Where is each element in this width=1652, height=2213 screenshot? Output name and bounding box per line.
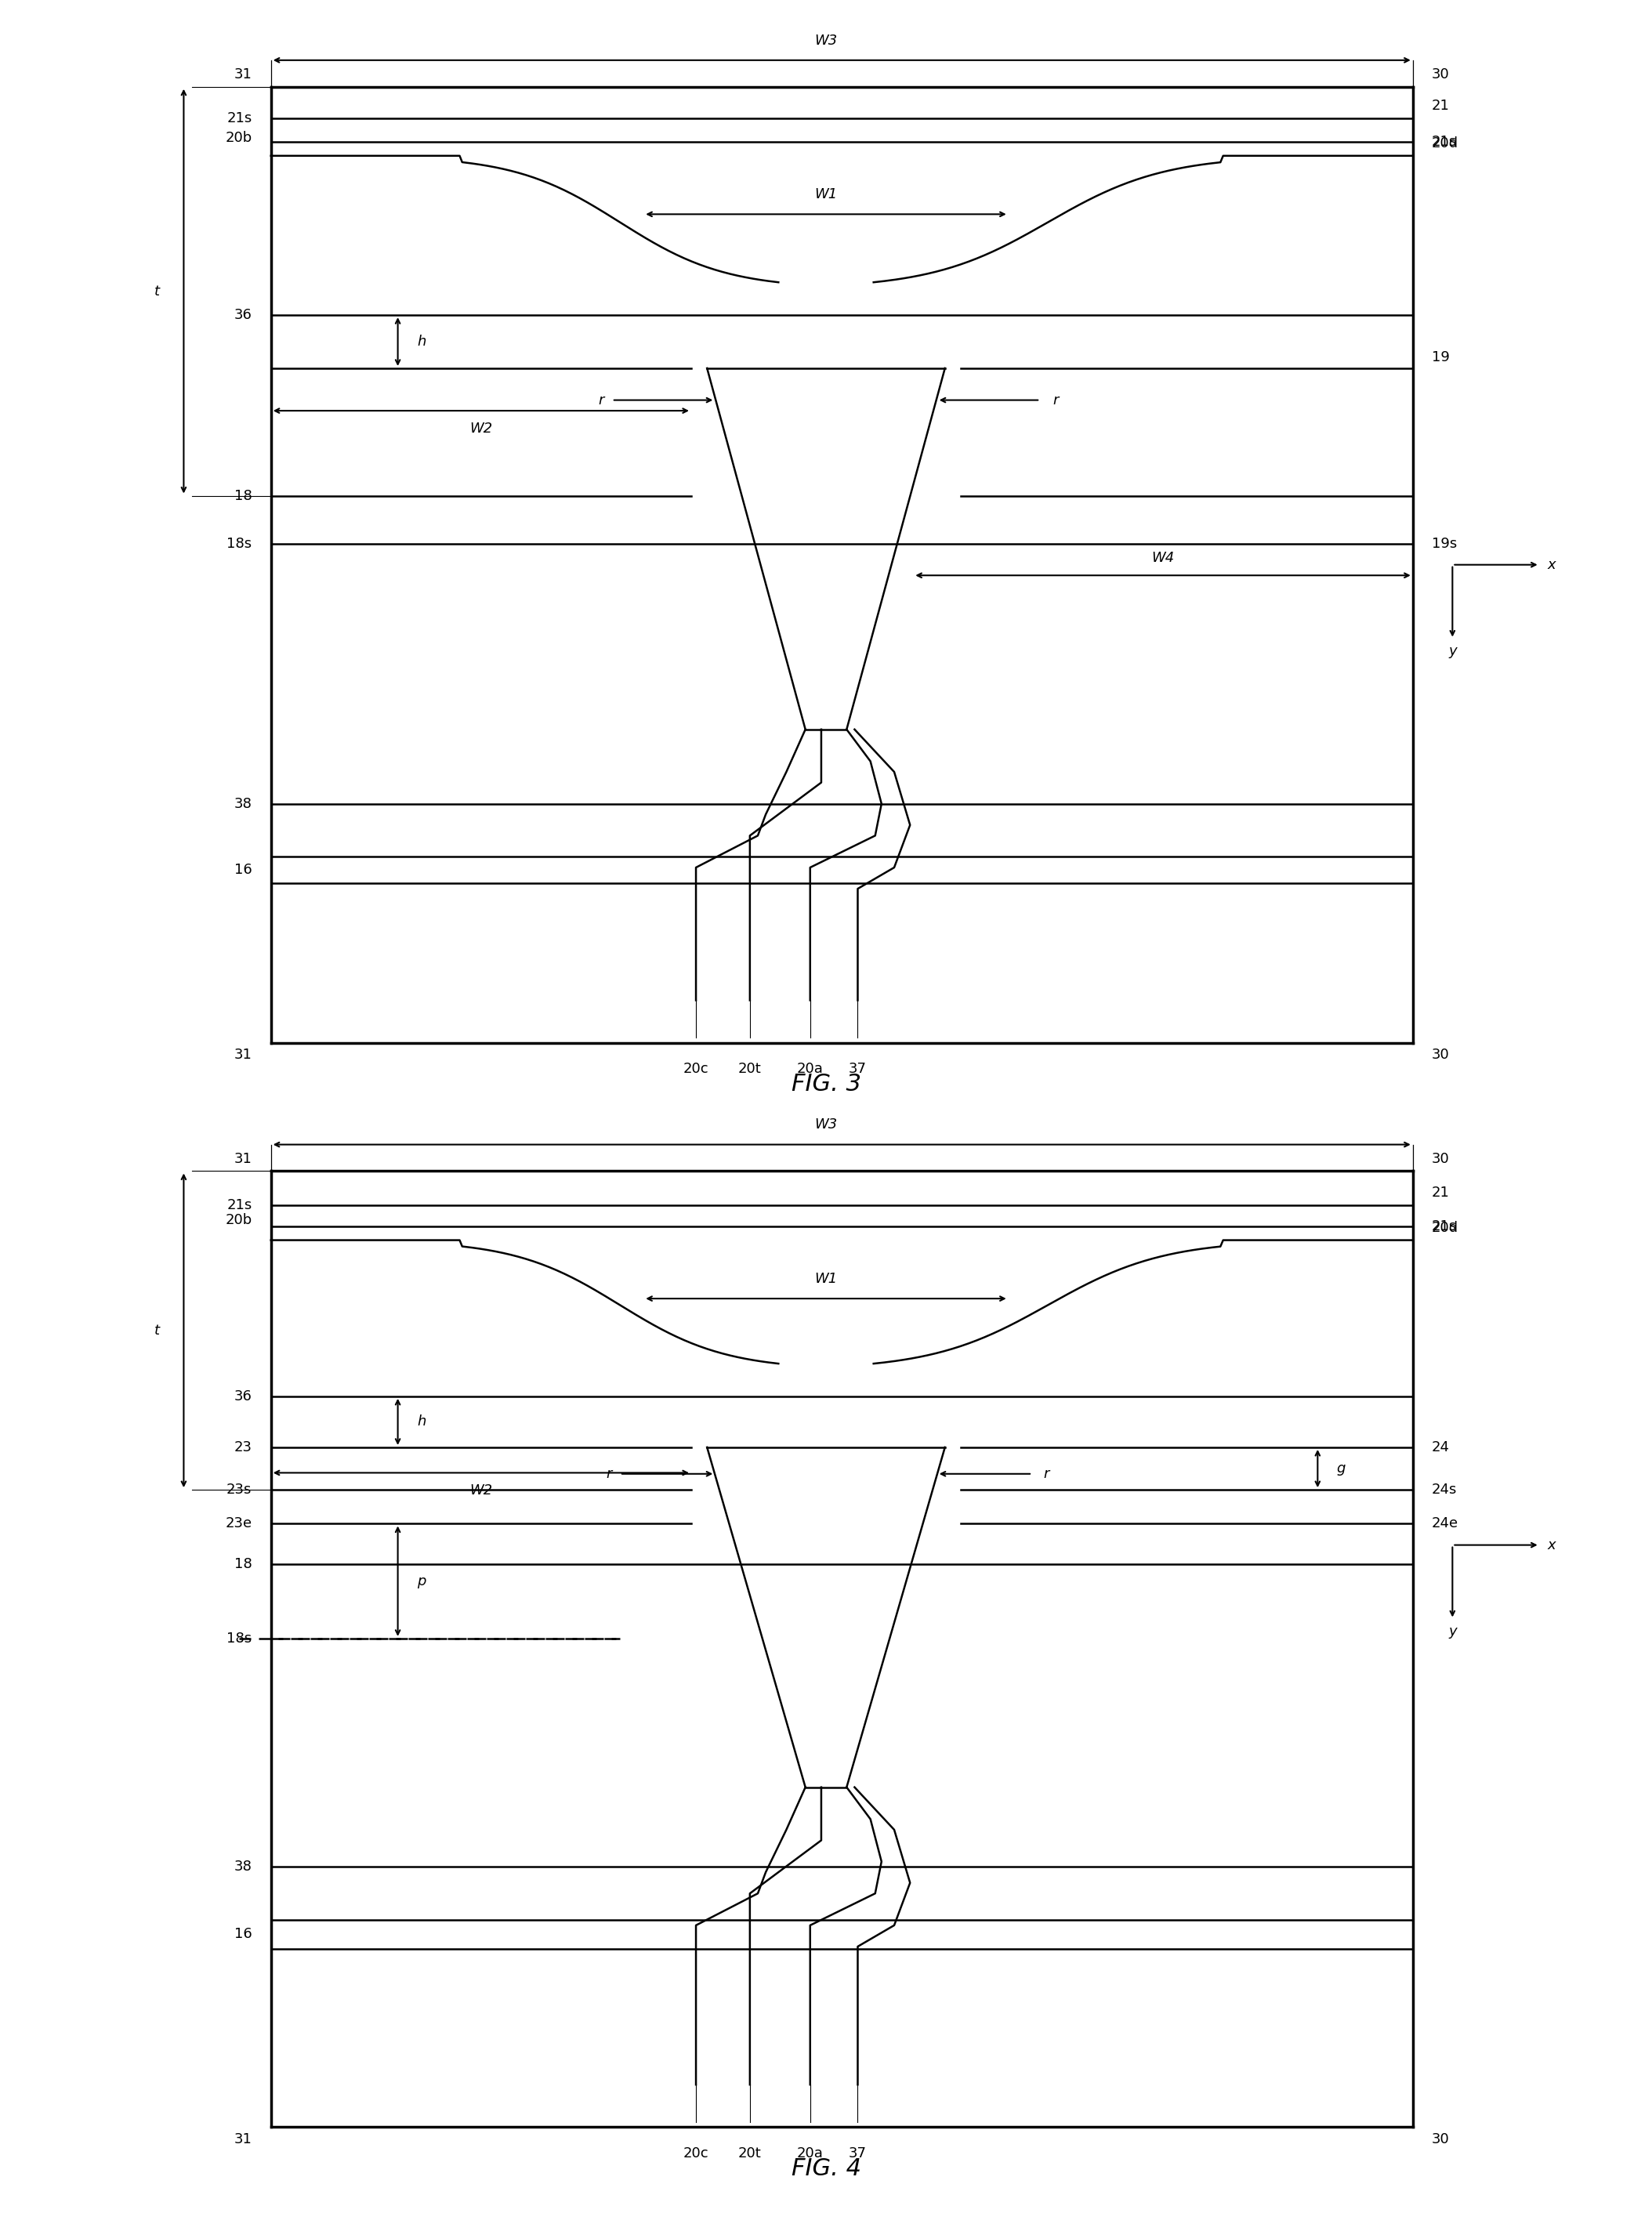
Text: 19s: 19s: [1432, 536, 1457, 551]
Text: W1: W1: [814, 188, 838, 201]
Text: x: x: [1548, 558, 1556, 571]
Text: 30: 30: [1432, 1049, 1450, 1062]
Text: 31: 31: [235, 1151, 251, 1166]
Text: 16: 16: [235, 863, 251, 876]
Text: y: y: [1449, 1624, 1457, 1640]
Text: 20a: 20a: [796, 1062, 823, 1076]
Text: 36: 36: [235, 308, 251, 323]
Text: 30: 30: [1432, 2133, 1450, 2147]
Text: 31: 31: [235, 2133, 251, 2147]
Text: W3: W3: [814, 1118, 838, 1131]
Text: 24: 24: [1432, 1441, 1450, 1454]
Text: r: r: [1052, 394, 1059, 407]
Text: 37: 37: [849, 2147, 867, 2160]
Text: 21s: 21s: [1432, 135, 1457, 148]
Text: 18: 18: [235, 489, 251, 502]
Text: W2: W2: [469, 420, 492, 436]
Text: 20b: 20b: [225, 1213, 251, 1228]
Text: 23e: 23e: [225, 1516, 251, 1531]
Text: 16: 16: [235, 1928, 251, 1941]
Text: 21s: 21s: [1432, 1219, 1457, 1233]
Text: 31: 31: [235, 1049, 251, 1062]
Text: 21s: 21s: [226, 1197, 251, 1213]
Text: h: h: [416, 334, 426, 350]
Text: 21: 21: [1432, 100, 1450, 113]
Text: 20c: 20c: [684, 2147, 709, 2160]
Text: 19: 19: [1432, 350, 1450, 365]
Text: 23: 23: [235, 1441, 251, 1454]
Text: 24s: 24s: [1432, 1483, 1457, 1496]
Text: 23s: 23s: [226, 1483, 251, 1496]
Text: g: g: [1336, 1461, 1346, 1476]
Text: W4: W4: [1151, 551, 1175, 564]
Text: 38: 38: [235, 1859, 251, 1874]
Text: 21s: 21s: [226, 111, 251, 126]
Text: 20d: 20d: [1432, 1222, 1459, 1235]
Text: t: t: [154, 1323, 160, 1337]
Text: r: r: [598, 394, 605, 407]
Text: W1: W1: [814, 1272, 838, 1286]
Text: FIG. 3: FIG. 3: [791, 1073, 861, 1095]
Text: 31: 31: [235, 66, 251, 82]
Text: r: r: [606, 1467, 611, 1480]
Text: 36: 36: [235, 1390, 251, 1403]
Text: 20b: 20b: [225, 131, 251, 146]
Text: 30: 30: [1432, 1151, 1450, 1166]
Text: 30: 30: [1432, 66, 1450, 82]
Text: 20d: 20d: [1432, 137, 1459, 150]
Text: 37: 37: [849, 1062, 867, 1076]
Text: 38: 38: [235, 797, 251, 810]
Text: y: y: [1449, 644, 1457, 659]
Text: 20c: 20c: [684, 1062, 709, 1076]
Text: r: r: [1044, 1467, 1049, 1480]
Text: W2: W2: [469, 1483, 492, 1498]
Text: t: t: [154, 283, 160, 299]
Text: 21: 21: [1432, 1186, 1450, 1199]
Text: 18s: 18s: [226, 536, 251, 551]
Text: W3: W3: [814, 33, 838, 46]
Text: FIG. 4: FIG. 4: [791, 2158, 861, 2180]
Text: 18s: 18s: [226, 1631, 251, 1646]
Text: 24e: 24e: [1432, 1516, 1459, 1531]
Text: 20t: 20t: [738, 1062, 762, 1076]
Text: 20a: 20a: [796, 2147, 823, 2160]
Text: x: x: [1548, 1538, 1556, 1551]
Text: p: p: [416, 1573, 426, 1589]
Text: h: h: [416, 1414, 426, 1430]
Text: 18: 18: [235, 1558, 251, 1571]
Text: 20t: 20t: [738, 2147, 762, 2160]
